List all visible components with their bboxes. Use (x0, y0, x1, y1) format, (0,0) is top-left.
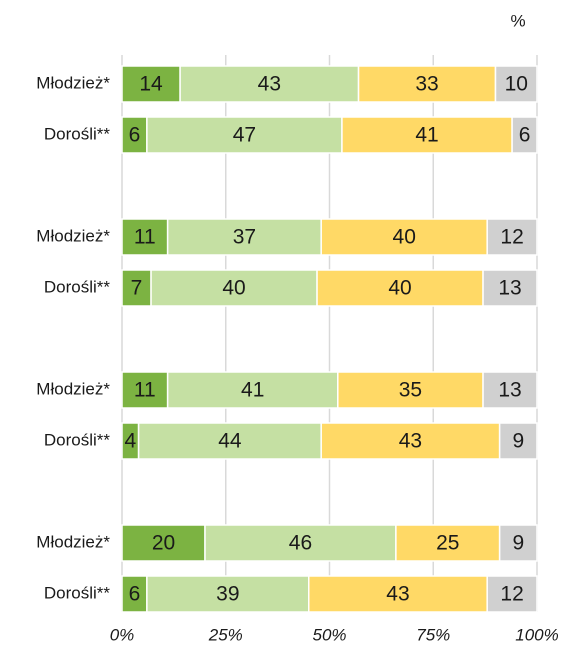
data-label: 41 (415, 124, 438, 147)
category-label: Dorośli** (44, 124, 111, 143)
x-tick-label: 75% (416, 625, 450, 644)
data-label: 9 (512, 430, 524, 453)
data-label: 12 (500, 226, 523, 249)
data-label: 41 (241, 379, 264, 402)
bar-segment (316, 269, 484, 307)
data-label: 11 (134, 226, 156, 249)
bar-segment (121, 269, 152, 307)
bar-segment (320, 422, 501, 460)
data-label: 25 (436, 532, 459, 555)
bar-segment (166, 371, 339, 409)
bar-segment (482, 371, 538, 409)
category-label: Dorośli** (44, 277, 111, 296)
bar-segment (337, 371, 484, 409)
bar-segment (498, 422, 538, 460)
unit-label: % (510, 11, 525, 30)
x-tick-label: 25% (208, 625, 243, 644)
data-label: 4 (124, 430, 136, 453)
bar-segment (498, 524, 538, 562)
data-label: 9 (512, 532, 524, 555)
data-label: 40 (222, 277, 245, 300)
data-label: 43 (386, 583, 409, 606)
bar-segment (482, 269, 538, 307)
bar-segment (121, 524, 206, 562)
data-label: 13 (498, 277, 521, 300)
category-label: Młodzież* (36, 73, 110, 92)
bar-segment (494, 65, 538, 103)
category-label: Dorośli** (44, 430, 111, 449)
category-label: Młodzież* (36, 532, 110, 551)
data-label: 44 (218, 430, 242, 453)
data-label: 12 (500, 583, 523, 606)
x-tick-label: 100% (515, 625, 558, 644)
bar-segment (395, 524, 501, 562)
bar-segment (486, 218, 538, 256)
data-label: 6 (519, 124, 531, 147)
data-label: 6 (129, 583, 141, 606)
bar-segment (511, 116, 538, 154)
data-label: 20 (152, 532, 175, 555)
bar-segment (486, 575, 538, 613)
data-label: 6 (129, 124, 141, 147)
data-label: 7 (131, 277, 143, 300)
bar-segment (308, 575, 488, 613)
bar-segment (357, 65, 497, 103)
data-label: 11 (134, 379, 156, 402)
data-label: 46 (289, 532, 312, 555)
data-label: 33 (415, 73, 438, 96)
bar-segment (320, 218, 488, 256)
bar-segment (179, 65, 360, 103)
data-label: 13 (498, 379, 521, 402)
bar-segment (146, 575, 310, 613)
data-label: 10 (505, 73, 528, 96)
category-label: Młodzież* (36, 379, 110, 398)
data-label: 47 (233, 124, 256, 147)
data-label: 43 (258, 73, 281, 96)
x-tick-label: 50% (312, 625, 346, 644)
data-label: 37 (233, 226, 256, 249)
data-label: 43 (399, 430, 422, 453)
x-tick-label: 0% (110, 625, 135, 644)
data-label: 40 (393, 226, 416, 249)
bar-segment (341, 116, 513, 154)
bar-segment (204, 524, 397, 562)
data-label: 40 (388, 277, 411, 300)
bar-segment (121, 116, 148, 154)
data-label: 14 (139, 73, 163, 96)
data-label: 39 (216, 583, 239, 606)
data-label: 35 (399, 379, 422, 402)
category-label: Młodzież* (36, 226, 110, 245)
bar-segment (121, 218, 169, 256)
category-label: Dorośli** (44, 583, 111, 602)
